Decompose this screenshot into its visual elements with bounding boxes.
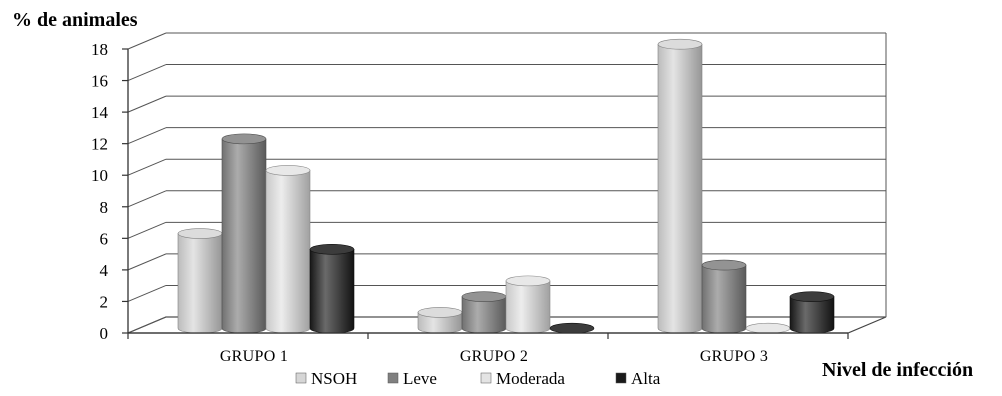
bar	[417, 307, 463, 334]
bar-top	[505, 275, 551, 287]
legend-swatch	[615, 372, 627, 384]
bar	[221, 133, 267, 334]
gridline-diag	[127, 284, 167, 302]
y-tick-label: 16	[91, 72, 108, 91]
y-tick-label: 14	[91, 103, 109, 122]
legend-label: Alta	[631, 369, 661, 388]
legend-swatch	[295, 372, 307, 384]
y-tick-label: 4	[100, 261, 109, 280]
category-label: GRUPO 2	[460, 348, 528, 365]
gridline-diag	[127, 64, 167, 82]
gridline-diag	[127, 158, 167, 176]
bar	[789, 291, 835, 334]
legend-label: Moderada	[496, 369, 565, 388]
gridline-diag	[127, 221, 167, 239]
bar-body	[461, 296, 507, 334]
y-tick-label: 6	[100, 229, 109, 248]
bar	[701, 259, 747, 334]
bar	[745, 322, 791, 334]
bar-top	[461, 291, 507, 302]
bar-body	[221, 138, 267, 334]
bar-area	[177, 38, 835, 334]
gridline-diag	[127, 316, 167, 334]
gridline-diag	[127, 95, 167, 113]
legend-swatch	[387, 372, 399, 384]
legend-swatch	[480, 372, 492, 384]
bar-top	[657, 38, 703, 50]
bar-body	[177, 233, 223, 334]
bar-body	[505, 280, 551, 334]
gridline-diag	[127, 253, 167, 271]
bar	[549, 322, 595, 334]
y-tick-label: 18	[91, 40, 108, 59]
legend: NSOH Leve Moderada Alta	[295, 369, 661, 388]
bar-top	[417, 307, 463, 318]
bar-body	[701, 264, 747, 334]
bar-top	[745, 322, 791, 334]
category-label: GRUPO 3	[700, 348, 768, 365]
axes: 0 2 4 6 8 10 12 14 16 18 GRUPO 1 GRUPO 2 GRUPO 3	[91, 40, 849, 365]
category-label: GRUPO 1	[220, 348, 288, 365]
bar	[309, 244, 355, 334]
y-tick-label: 2	[100, 292, 109, 311]
y-tick-label: 10	[91, 166, 108, 185]
gridline-diag	[127, 32, 167, 50]
bar	[505, 275, 551, 334]
bar-body	[309, 249, 355, 334]
bar-top	[789, 291, 835, 302]
bar-top	[701, 259, 747, 271]
bar-body	[657, 43, 703, 334]
y-tick-label: 0	[100, 324, 109, 343]
bar	[177, 228, 223, 334]
y-tick-label: 8	[100, 198, 109, 217]
bar-top	[177, 228, 223, 239]
x-axis-label: Nivel de infección	[822, 359, 973, 381]
bar-top	[265, 165, 311, 176]
legend-label: Leve	[403, 369, 437, 388]
bar	[657, 38, 703, 334]
gridline-diag	[127, 190, 167, 208]
legend-label: NSOH	[311, 369, 357, 388]
bar-top	[221, 133, 267, 145]
bar	[461, 291, 507, 334]
y-axis-label: % de animales	[12, 9, 138, 31]
y-tick-label: 12	[91, 135, 108, 154]
gridline-diag	[127, 127, 167, 145]
bar-body	[789, 296, 835, 334]
bar-top	[549, 322, 595, 334]
bar	[265, 165, 311, 334]
bar-body	[265, 170, 311, 334]
bar-top	[309, 244, 355, 255]
